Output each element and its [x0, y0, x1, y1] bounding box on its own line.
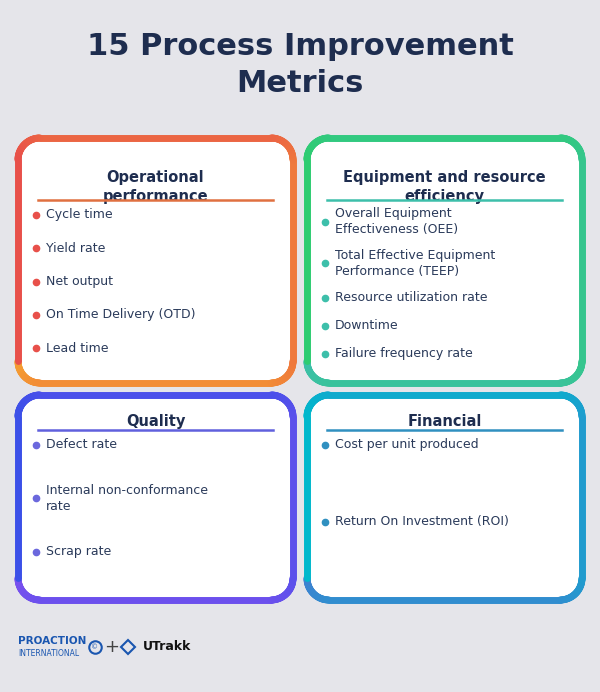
Text: Defect rate: Defect rate [46, 438, 117, 451]
Text: PROACTION: PROACTION [18, 636, 86, 646]
Text: Resource utilization rate: Resource utilization rate [335, 291, 487, 304]
FancyBboxPatch shape [310, 397, 580, 597]
FancyBboxPatch shape [20, 140, 290, 381]
Text: 15 Process Improvement
Metrics: 15 Process Improvement Metrics [86, 32, 514, 98]
Text: Cycle time: Cycle time [46, 208, 113, 221]
Text: ©: © [91, 644, 98, 650]
Text: Failure frequency rate: Failure frequency rate [335, 347, 473, 361]
Text: Total Effective Equipment
Performance (TEEP): Total Effective Equipment Performance (T… [335, 248, 495, 277]
Text: Financial: Financial [407, 414, 482, 429]
Text: INTERNATIONAL: INTERNATIONAL [18, 648, 79, 657]
Text: Return On Investment (ROI): Return On Investment (ROI) [335, 516, 509, 528]
Text: Yield rate: Yield rate [46, 242, 106, 255]
Text: Scrap rate: Scrap rate [46, 545, 111, 558]
Text: Downtime: Downtime [335, 319, 398, 332]
Text: Quality: Quality [126, 414, 185, 429]
Text: Lead time: Lead time [46, 342, 109, 355]
Text: Net output: Net output [46, 275, 113, 288]
Text: Equipment and resource
efficiency: Equipment and resource efficiency [343, 170, 546, 204]
Text: Cost per unit produced: Cost per unit produced [335, 438, 479, 451]
Text: UTrakk: UTrakk [143, 641, 191, 653]
Text: Operational
performance: Operational performance [103, 170, 208, 204]
FancyBboxPatch shape [310, 140, 580, 381]
Text: Internal non-conformance
rate: Internal non-conformance rate [46, 484, 208, 513]
Text: +: + [104, 638, 119, 656]
Text: On Time Delivery (OTD): On Time Delivery (OTD) [46, 309, 196, 322]
Text: Overall Equipment
Effectiveness (OEE): Overall Equipment Effectiveness (OEE) [335, 207, 458, 236]
FancyBboxPatch shape [20, 397, 290, 597]
